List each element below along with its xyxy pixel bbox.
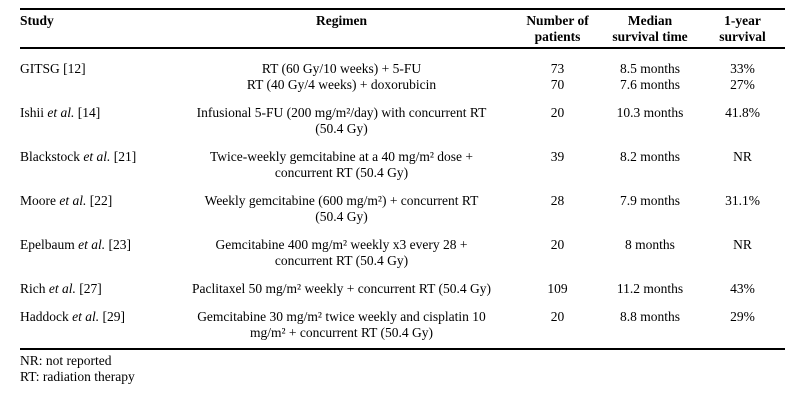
table-row: Rich et al. [27] Paclitaxel 50 mg/m² wee… [20, 281, 785, 309]
table-row: Haddock et al. [29] Gemcitabine 30 mg/m²… [20, 309, 785, 349]
median-survival-cell: 8 months [625, 237, 675, 252]
patients-cell: 39 [550, 149, 565, 164]
study-cell: Moore et al. [22] [20, 193, 113, 208]
header-patients-label-line1: Number of [526, 13, 589, 28]
header-study-label: Study [20, 13, 54, 28]
regimen-cell: Weekly gemcitabine (600 mg/m²) + concurr… [204, 193, 479, 224]
median-survival-cell: 8.2 months [619, 149, 680, 164]
patients-cell: 20 [550, 105, 565, 120]
one-year-survival-cell: 43% [730, 281, 755, 296]
median-survival-cell: 10.3 months [616, 105, 684, 120]
study-cell: Epelbaum et al. [23] [20, 237, 131, 252]
header-median-label-line1: Median [627, 13, 673, 28]
paper-table-page: Study Regimen Number of patients Median … [20, 8, 785, 385]
one-year-survival-cell: 31.1% [725, 193, 760, 208]
header-median-survival-time: Median survival time [600, 9, 700, 49]
header-regimen: Regimen [168, 9, 515, 49]
one-year-survival-cell: 29% [730, 309, 755, 324]
footnote-rt: RT: radiation therapy [20, 369, 135, 384]
table-header-row: Study Regimen Number of patients Median … [20, 9, 785, 49]
regimen-cell: Gemcitabine 30 mg/m² twice weekly and ci… [197, 309, 486, 340]
regimen-cell: RT (60 Gy/10 weeks) + 5-FU RT (40 Gy/4 w… [246, 61, 437, 92]
header-regimen-label: Regimen [316, 13, 367, 28]
median-survival-cell: 11.2 months [616, 281, 684, 296]
study-cell: Haddock et al. [29] [20, 309, 125, 324]
header-oneyear-label-line1: 1-year [724, 13, 761, 28]
regimen-cell: Twice-weekly gemcitabine at a 40 mg/m² d… [209, 149, 473, 180]
survival-table: Study Regimen Number of patients Median … [20, 8, 785, 350]
header-number-of-patients: Number of patients [515, 9, 600, 49]
one-year-survival-cell: 41.8% [725, 105, 760, 120]
study-cell: GITSG [12] [20, 61, 86, 76]
table-row: Moore et al. [22] Weekly gemcitabine (60… [20, 193, 785, 237]
table-footnotes: NR: not reported RT: radiation therapy [20, 353, 785, 385]
table-row: Ishii et al. [14] Infusional 5-FU (200 m… [20, 105, 785, 149]
header-one-year-survival: 1-year survival [700, 9, 785, 49]
one-year-survival-cell: 33% 27% [730, 61, 755, 92]
median-survival-cell: 8.5 months 7.6 months [619, 61, 680, 92]
regimen-cell: Paclitaxel 50 mg/m² weekly + concurrent … [192, 281, 491, 296]
header-patients-label-line2: patients [534, 29, 581, 44]
study-cell: Rich et al. [27] [20, 281, 102, 296]
header-study: Study [20, 9, 168, 49]
patients-cell: 28 [550, 193, 565, 208]
regimen-cell: Infusional 5-FU (200 mg/m²/day) with con… [196, 105, 487, 136]
table-row: GITSG [12] RT (60 Gy/10 weeks) + 5-FU RT… [20, 48, 785, 105]
one-year-survival-cell: NR [733, 149, 752, 164]
table-row: Epelbaum et al. [23] Gemcitabine 400 mg/… [20, 237, 785, 281]
median-survival-cell: 7.9 months [619, 193, 680, 208]
patients-cell: 20 [550, 309, 565, 324]
regimen-cell: Gemcitabine 400 mg/m² weekly x3 every 28… [215, 237, 468, 268]
patients-cell: 73 70 [550, 61, 565, 92]
study-cell: Blackstock et al. [21] [20, 149, 137, 164]
header-median-label-line2: survival time [612, 29, 688, 44]
one-year-survival-cell: NR [733, 237, 752, 252]
median-survival-cell: 8.8 months [619, 309, 680, 324]
header-oneyear-label-line2: survival [719, 29, 766, 44]
table-row: Blackstock et al. [21] Twice-weekly gemc… [20, 149, 785, 193]
footnote-nr: NR: not reported [20, 353, 112, 368]
patients-cell: 109 [547, 281, 568, 296]
study-cell: Ishii et al. [14] [20, 105, 101, 120]
patients-cell: 20 [550, 237, 565, 252]
